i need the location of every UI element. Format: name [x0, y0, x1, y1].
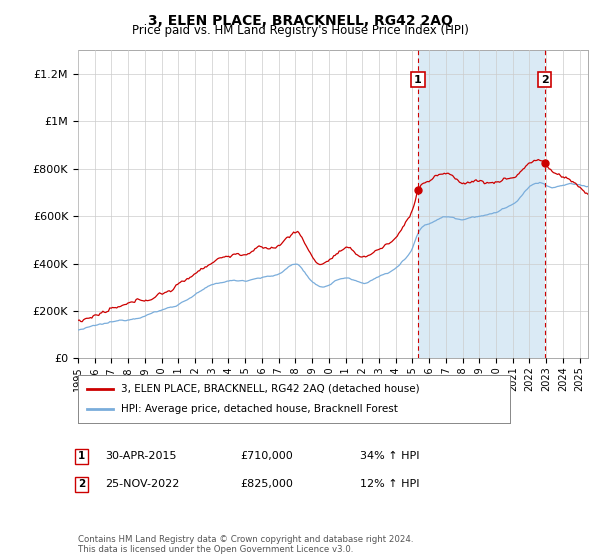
- Text: 1: 1: [414, 74, 422, 85]
- Text: Contains HM Land Registry data © Crown copyright and database right 2024.
This d: Contains HM Land Registry data © Crown c…: [78, 535, 413, 554]
- Text: 3, ELEN PLACE, BRACKNELL, RG42 2AQ (detached house): 3, ELEN PLACE, BRACKNELL, RG42 2AQ (deta…: [121, 384, 420, 394]
- Text: 30-APR-2015: 30-APR-2015: [105, 451, 176, 461]
- Text: £710,000: £710,000: [240, 451, 293, 461]
- Text: £825,000: £825,000: [240, 479, 293, 489]
- Text: 25-NOV-2022: 25-NOV-2022: [105, 479, 179, 489]
- Text: 2: 2: [541, 74, 548, 85]
- Text: 2: 2: [78, 479, 85, 489]
- Bar: [418, 50, 545, 358]
- Text: Price paid vs. HM Land Registry's House Price Index (HPI): Price paid vs. HM Land Registry's House …: [131, 24, 469, 37]
- Text: HPI: Average price, detached house, Bracknell Forest: HPI: Average price, detached house, Brac…: [121, 404, 398, 414]
- Text: 12% ↑ HPI: 12% ↑ HPI: [360, 479, 419, 489]
- Text: 1: 1: [78, 451, 85, 461]
- Text: 3, ELEN PLACE, BRACKNELL, RG42 2AQ: 3, ELEN PLACE, BRACKNELL, RG42 2AQ: [148, 14, 452, 28]
- Text: 34% ↑ HPI: 34% ↑ HPI: [360, 451, 419, 461]
